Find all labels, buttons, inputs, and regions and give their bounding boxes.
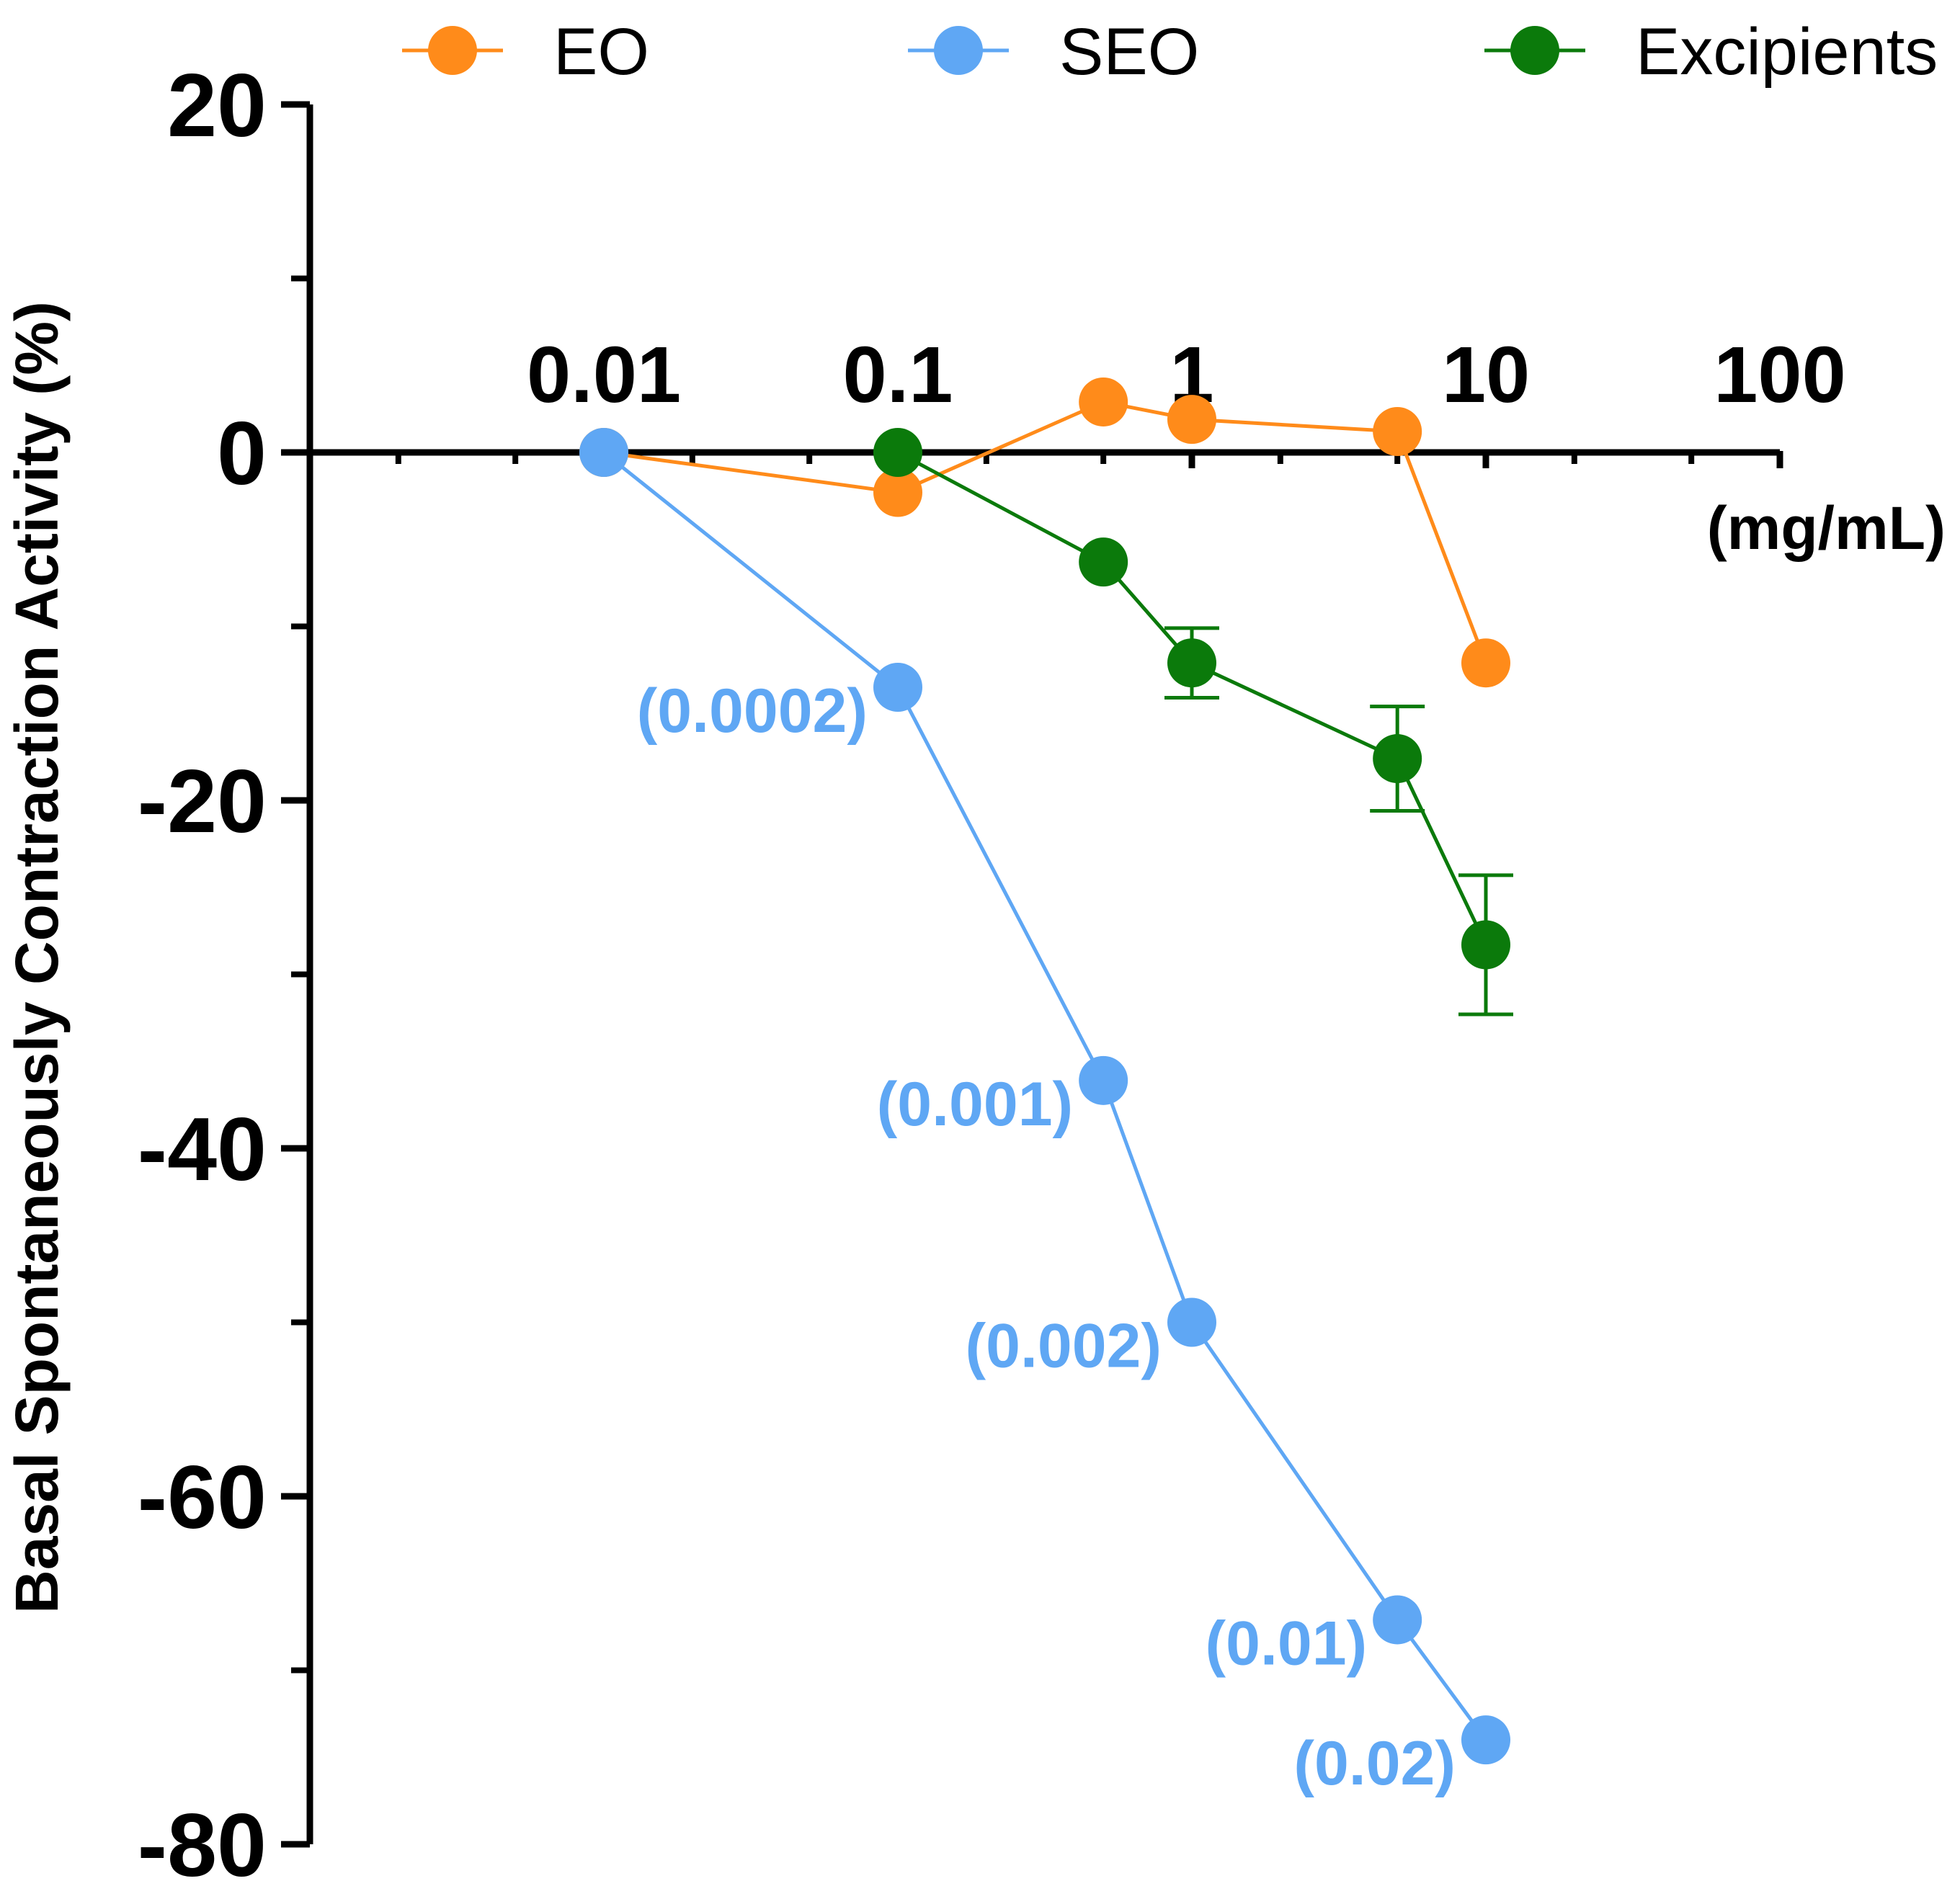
y-tick-label: -80 bbox=[138, 1796, 267, 1881]
data-point bbox=[579, 428, 628, 477]
point-label: (0.002) bbox=[966, 1312, 1162, 1381]
data-point bbox=[1079, 537, 1128, 587]
data-point bbox=[873, 468, 922, 517]
series-line-seo bbox=[602, 451, 1488, 1741]
series-layer: (0.0002) (0.001) (0.002) (0.01) (0.02) bbox=[579, 377, 1513, 1798]
data-point bbox=[1461, 1715, 1510, 1765]
y-tick-label: -20 bbox=[138, 752, 267, 852]
legend: EO SEO Excipients bbox=[402, 15, 1938, 89]
data-point bbox=[1079, 377, 1128, 426]
data-point bbox=[1167, 1297, 1216, 1347]
x-tick-label: 100 bbox=[1714, 331, 1846, 419]
data-point bbox=[873, 663, 922, 712]
legend-label: EO bbox=[553, 15, 649, 89]
legend-item-excipients: Excipients bbox=[1484, 15, 1938, 89]
legend-item-eo: EO bbox=[402, 15, 649, 89]
y-tick-label: -40 bbox=[138, 1100, 267, 1199]
series-excipients bbox=[873, 428, 1513, 1017]
point-label: (0.0002) bbox=[637, 676, 868, 746]
data-point bbox=[1079, 1055, 1128, 1105]
point-label: (0.01) bbox=[1206, 1609, 1368, 1678]
y-tick-label: 20 bbox=[167, 56, 267, 156]
series-seo: (0.0002) (0.001) (0.002) (0.01) (0.02) bbox=[579, 428, 1510, 1798]
legend-marker bbox=[934, 26, 983, 75]
data-point bbox=[1373, 734, 1422, 784]
y-axis-title: Basal Spontaneously Contraction Activity… bbox=[3, 301, 71, 1614]
y-tick-label: -60 bbox=[138, 1448, 267, 1547]
data-point bbox=[1461, 920, 1510, 970]
data-point bbox=[1167, 638, 1216, 688]
y-tick-label: 0 bbox=[217, 404, 267, 504]
point-label: (0.02) bbox=[1293, 1729, 1456, 1798]
x-axis-title: (mg/mL) bbox=[1707, 494, 1946, 562]
x-tick-label: 10 bbox=[1442, 331, 1530, 419]
legend-item-seo: SEO bbox=[908, 15, 1199, 89]
data-point bbox=[1167, 395, 1216, 444]
point-label: (0.001) bbox=[877, 1070, 1074, 1139]
x-tick-label: 0.1 bbox=[843, 331, 953, 419]
data-point bbox=[1461, 638, 1510, 688]
series-line-eo bbox=[603, 400, 1488, 664]
data-point bbox=[1373, 407, 1422, 457]
data-point bbox=[873, 428, 922, 477]
data-point bbox=[1373, 1595, 1422, 1645]
legend-label: SEO bbox=[1059, 15, 1199, 89]
x-tick-label: 0.01 bbox=[527, 331, 681, 419]
legend-label: Excipients bbox=[1636, 15, 1938, 89]
legend-marker bbox=[1510, 26, 1559, 75]
legend-marker bbox=[428, 26, 477, 75]
axes: 200-20-40-60-800.01 0.1 1 10 100 bbox=[138, 56, 1846, 1881]
